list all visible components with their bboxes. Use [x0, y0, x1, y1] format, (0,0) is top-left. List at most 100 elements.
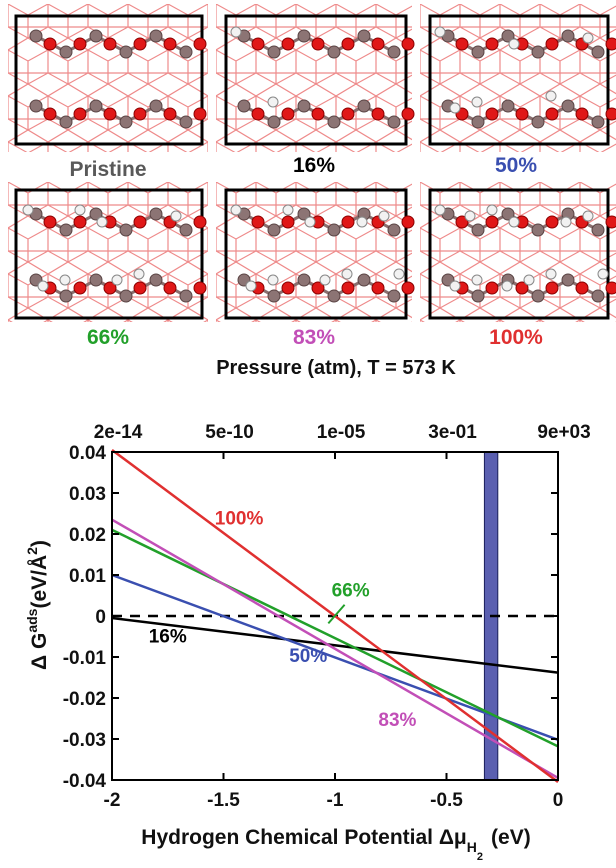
metal-atom [89, 29, 103, 43]
hydrogen-atom [523, 274, 535, 286]
oxygen-atom [485, 37, 499, 51]
oxygen-atom [103, 107, 117, 121]
x-tick-label: -2 [104, 790, 121, 811]
metal-atom [267, 289, 281, 303]
top-tick-label: 9e+03 [537, 422, 590, 443]
oxygen-atom [575, 107, 589, 121]
metal-atom [29, 99, 43, 113]
metal-atom [387, 45, 401, 59]
metal-atom [267, 115, 281, 129]
hydrogen-atom [230, 26, 242, 38]
hydrogen-atom [304, 216, 316, 228]
metal-atom [531, 289, 545, 303]
top-axis-title: Pressure (atm), T = 573 K [216, 357, 456, 379]
y-tick-label: 0.04 [69, 443, 106, 464]
hydrogen-atom [449, 280, 461, 292]
hydrogen-atom [170, 210, 182, 222]
panel-100 [420, 182, 616, 322]
panel-caption: 16% [293, 154, 335, 177]
y-tick-label: -0.03 [63, 730, 106, 751]
oxygen-atom [575, 281, 589, 295]
metal-atom [561, 99, 575, 113]
y-tick-label: 0 [95, 607, 106, 628]
series-line-3 [111, 518, 559, 780]
series-line-1 [111, 573, 559, 741]
metal-atom [591, 115, 605, 129]
x-tick-label: -1 [327, 790, 344, 811]
metal-atom [327, 45, 341, 59]
oxygen-atom [133, 281, 147, 295]
atom-chain [22, 204, 207, 303]
top-tick-label: 5e-10 [205, 422, 254, 443]
panel-16 [216, 4, 415, 152]
oxygen-atom [103, 37, 117, 51]
oxygen-atom [605, 37, 616, 51]
hydrogen-atom [434, 204, 446, 216]
oxygen-atom [401, 215, 415, 229]
hydrogen-atom [393, 268, 405, 280]
oxygen-atom [545, 37, 559, 51]
hydrogen-atom [59, 274, 71, 286]
oxygen-atom [341, 215, 355, 229]
structure-panels: Pristine 16% 50% 66% 83% 100% [8, 4, 616, 349]
x-axis-title: Hydrogen Chemical Potential ΔμH2(eV) [141, 826, 530, 863]
oxygen-atom [401, 37, 415, 51]
oxygen-atom [281, 107, 295, 121]
series-label-3: 83% [378, 710, 416, 731]
oxygen-atom [341, 37, 355, 51]
hydrogen-atom [245, 280, 257, 292]
metal-atom [531, 223, 545, 237]
panel-caption: 50% [495, 154, 537, 177]
hydrogen-atom [22, 204, 34, 216]
oxygen-atom [193, 107, 207, 121]
metal-atom [149, 99, 163, 113]
series-label-4: 100% [215, 509, 264, 530]
oxygen-atom [251, 37, 265, 51]
panel-caption: Pristine [69, 158, 146, 181]
hydrogen-atom [319, 274, 331, 286]
metal-atom [471, 115, 485, 129]
metal-atom [591, 45, 605, 59]
hydrogen-atom [282, 204, 294, 216]
x-tick-label: -0.5 [430, 790, 463, 811]
y-tick-label: 0.01 [69, 566, 106, 587]
oxygen-atom [281, 281, 295, 295]
series-label-pointer [327, 604, 346, 625]
metal-atom [119, 115, 133, 129]
hydrogen-atom [74, 204, 86, 216]
metal-atom [357, 99, 371, 113]
oxygen-atom [163, 37, 177, 51]
metal-atom [267, 223, 281, 237]
oxygen-atom [371, 37, 385, 51]
metal-atom [89, 207, 103, 221]
y-axis-title: Δ Gads(eV/Å2) [24, 540, 51, 670]
metal-atom [149, 29, 163, 43]
oxygen-atom [485, 281, 499, 295]
oxygen-atom [163, 107, 177, 121]
metal-atom [149, 207, 163, 221]
oxygen-atom [545, 107, 559, 121]
oxygen-atom [43, 215, 57, 229]
oxygen-atom [281, 37, 295, 51]
hydrogen-atom [133, 268, 145, 280]
atom-chain [230, 26, 415, 129]
panel-83 [216, 182, 415, 322]
oxygen-atom [43, 107, 57, 121]
series-label-0: 16% [149, 627, 187, 648]
oxygen-atom [311, 281, 325, 295]
hydrogen-atom [597, 268, 609, 280]
metal-atom [471, 45, 485, 59]
oxygen-atom [73, 215, 87, 229]
metal-atom [387, 223, 401, 237]
oxygen-atom [605, 215, 616, 229]
metal-atom [59, 289, 73, 303]
oxygen-atom [73, 281, 87, 295]
hydrogen-atom [486, 204, 498, 216]
metal-atom [327, 223, 341, 237]
metal-atom [119, 223, 133, 237]
metal-atom [357, 29, 371, 43]
oxygen-atom [341, 281, 355, 295]
oxygen-atom [73, 107, 87, 121]
metal-atom [89, 273, 103, 287]
series-line-0 [111, 616, 559, 674]
